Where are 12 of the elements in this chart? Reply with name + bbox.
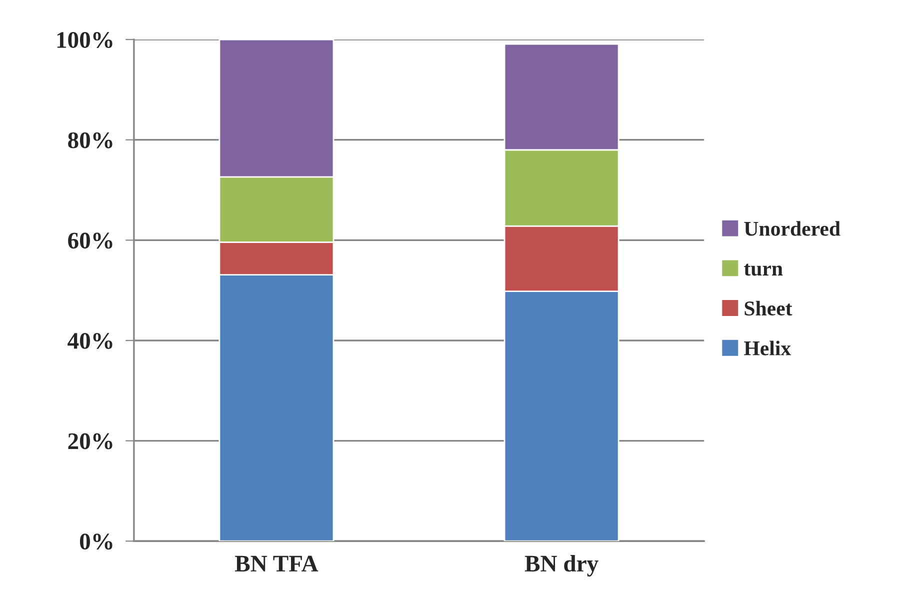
y-tick-label: 60% <box>68 232 112 249</box>
x-tick-label: BN TFA <box>234 556 318 572</box>
y-tick-label: 80% <box>68 132 112 148</box>
y-tick-label: 20% <box>68 433 112 450</box>
x-tick-label: BN dry <box>524 555 598 576</box>
y-tick-label: 100% <box>57 32 112 48</box>
legend-label: Unordered <box>744 221 840 236</box>
y-tick-label: 0% <box>80 534 112 550</box>
legend-label: turn <box>744 264 783 276</box>
legend-label: Helix <box>744 340 792 356</box>
y-tick-label: 40% <box>68 332 112 349</box>
legend-label: Sheet <box>744 300 792 316</box>
